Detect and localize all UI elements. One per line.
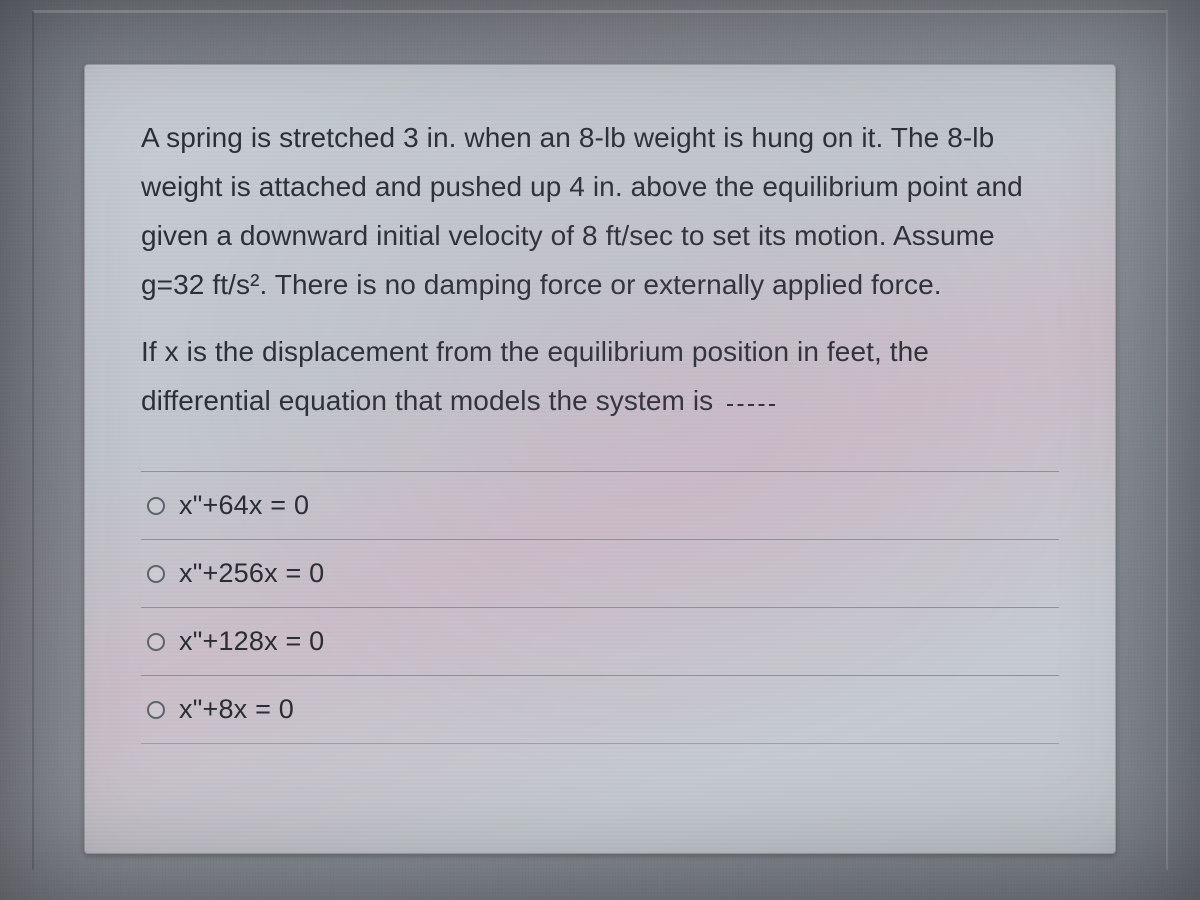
question-text-block: A spring is stretched 3 in. when an 8-lb…: [141, 113, 1059, 425]
answer-options: x"+64x = 0 x"+256x = 0 x"+128x = 0 x"+8x…: [141, 471, 1059, 744]
question-card: A spring is stretched 3 in. when an 8-lb…: [84, 64, 1116, 854]
radio-icon[interactable]: [147, 565, 165, 583]
answer-option-d[interactable]: x"+8x = 0: [141, 676, 1059, 744]
question-paragraph-2: If x is the displacement from the equili…: [141, 327, 1059, 425]
option-label: x"+256x = 0: [179, 558, 324, 589]
option-label: x"+8x = 0: [179, 694, 294, 725]
radio-icon[interactable]: [147, 701, 165, 719]
option-label: x"+128x = 0: [179, 626, 324, 657]
radio-icon[interactable]: [147, 633, 165, 651]
fill-in-blank: [727, 404, 775, 406]
answer-option-c[interactable]: x"+128x = 0: [141, 608, 1059, 676]
question-paragraph-1: A spring is stretched 3 in. when an 8-lb…: [141, 113, 1059, 309]
answer-option-a[interactable]: x"+64x = 0: [141, 472, 1059, 540]
answer-option-b[interactable]: x"+256x = 0: [141, 540, 1059, 608]
question-paragraph-2-text: If x is the displacement from the equili…: [141, 336, 929, 416]
radio-icon[interactable]: [147, 497, 165, 515]
option-label: x"+64x = 0: [179, 490, 309, 521]
